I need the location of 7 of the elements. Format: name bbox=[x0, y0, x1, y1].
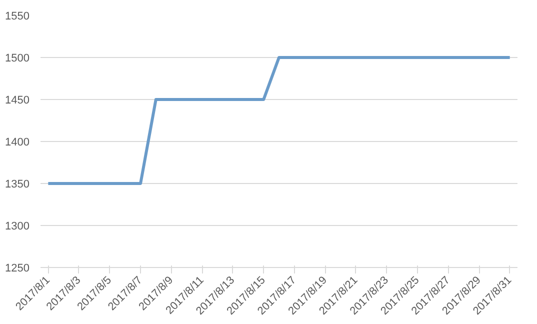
y-tick-label: 1400 bbox=[5, 136, 30, 148]
y-tick-label: 1550 bbox=[5, 10, 30, 22]
y-tick-label: 1450 bbox=[5, 94, 30, 106]
y-tick-label: 1250 bbox=[5, 262, 30, 274]
y-tick-label: 1500 bbox=[5, 52, 30, 64]
y-tick-label: 1350 bbox=[5, 178, 30, 190]
y-tick-label: 1300 bbox=[5, 220, 30, 232]
